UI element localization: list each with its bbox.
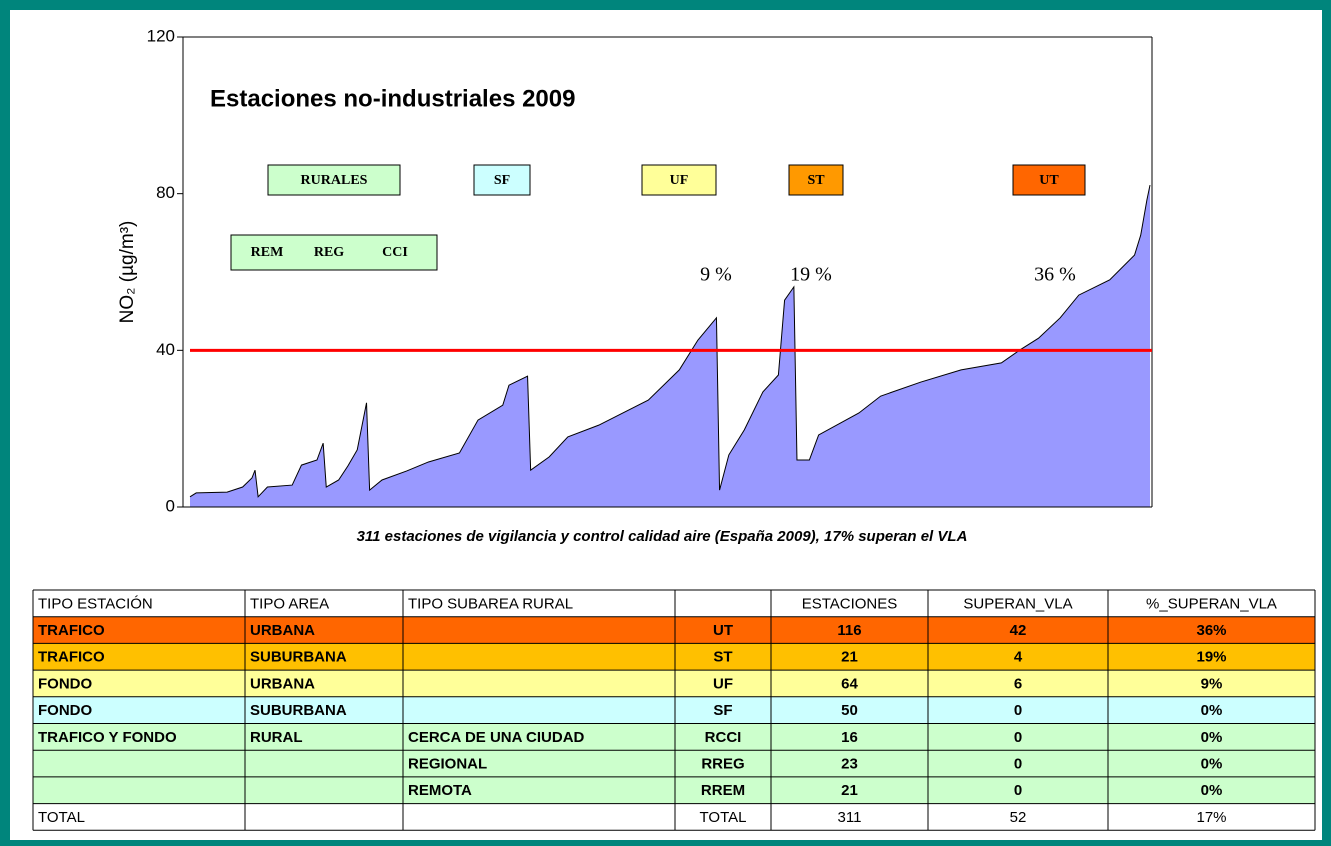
table-cell: TOTAL bbox=[700, 809, 747, 826]
area-outline bbox=[189, 184, 1151, 498]
table-row-bg bbox=[33, 776, 1315, 804]
table-cell: TIPO SUBAREA RURAL bbox=[408, 595, 573, 612]
table-row-bg bbox=[33, 670, 1315, 697]
table-cell: 50 bbox=[841, 702, 858, 719]
legend-label: REG bbox=[314, 245, 344, 260]
table-cell: REGIONAL bbox=[408, 756, 487, 773]
table-row-bg bbox=[33, 723, 1315, 751]
table-cell: ESTACIONES bbox=[802, 595, 898, 612]
y-axis-label: NO₂ (µg/m³) bbox=[117, 221, 138, 324]
legend-box bbox=[788, 164, 844, 196]
y-tick-label: 80 bbox=[156, 183, 175, 202]
table-cell: 6 bbox=[1014, 675, 1022, 692]
table-cell: URBANA bbox=[250, 622, 315, 639]
table-cell: RCCI bbox=[705, 729, 742, 746]
table-cell: SUBURBANA bbox=[250, 702, 347, 719]
table-cell: 36% bbox=[1196, 622, 1226, 639]
legend-label: SF bbox=[494, 173, 510, 188]
table-cell: 64 bbox=[841, 675, 858, 692]
area bbox=[190, 185, 1150, 508]
table-cell: 9% bbox=[1201, 675, 1223, 692]
legend-label: UF bbox=[670, 173, 689, 188]
table-cell: UT bbox=[713, 622, 733, 639]
table-cell: 0 bbox=[1014, 702, 1022, 719]
table-cell: 21 bbox=[841, 649, 858, 666]
table-cell: 116 bbox=[837, 622, 861, 639]
legend-label: RURALES bbox=[301, 173, 368, 188]
table-cell: 311 bbox=[838, 809, 862, 826]
table-cell: SUBURBANA bbox=[250, 649, 347, 666]
table-cell: 19% bbox=[1196, 649, 1226, 666]
table-cell: URBANA bbox=[250, 675, 315, 692]
legend-box bbox=[267, 164, 401, 196]
y-tick-label: 40 bbox=[156, 340, 175, 359]
y-tick-label: 120 bbox=[147, 26, 175, 45]
table-cell: 42 bbox=[1010, 622, 1027, 639]
table-cell: 0% bbox=[1201, 702, 1223, 719]
table-cell: 0% bbox=[1201, 729, 1223, 746]
y-tick-label: 0 bbox=[166, 496, 175, 515]
table-cell: FONDO bbox=[38, 702, 92, 719]
table-cell: SUPERAN_VLA bbox=[963, 595, 1072, 612]
table-cell: RREM bbox=[701, 782, 745, 799]
table-cell: %_SUPERAN_VLA bbox=[1146, 595, 1277, 612]
table-cell: TOTAL bbox=[38, 809, 85, 826]
table-cell: 0% bbox=[1201, 756, 1223, 773]
table-header-bg bbox=[33, 590, 1315, 617]
table-cell: 52 bbox=[1010, 809, 1027, 826]
table-cell: CERCA DE UNA CIUDAD bbox=[408, 729, 585, 746]
annotation: 9 % bbox=[700, 264, 732, 286]
table-cell: ST bbox=[713, 649, 732, 666]
table-cell: FONDO bbox=[38, 675, 92, 692]
table-cell: 0 bbox=[1014, 729, 1022, 746]
table-cell: RREG bbox=[701, 756, 744, 773]
table-cell: 21 bbox=[841, 782, 858, 799]
table: TIPO ESTACIÓN TIPO AREA TIPO SUBAREA RURAL… bbox=[32, 589, 1316, 831]
legend-box bbox=[1012, 164, 1086, 196]
table-cell: 0% bbox=[1201, 782, 1223, 799]
table-cell: TRAFICO Y FONDO bbox=[38, 729, 177, 746]
table-cell: TRAFICO bbox=[38, 622, 105, 639]
table-cell: TIPO ESTACIÓN bbox=[38, 595, 153, 612]
table-cell: 4 bbox=[1014, 649, 1023, 666]
table-row-bg bbox=[33, 696, 1315, 724]
table-row-bg bbox=[33, 750, 1315, 777]
chart-title: Estaciones no-industriales 2009 bbox=[210, 85, 575, 112]
table-cell: RURAL bbox=[250, 729, 303, 746]
table-row-bg bbox=[33, 803, 1315, 831]
table-cell: SF bbox=[713, 702, 732, 719]
annotation: 36 % bbox=[1034, 264, 1076, 286]
legend-label: UT bbox=[1039, 173, 1059, 188]
table-row-bg bbox=[33, 616, 1315, 644]
table-cell: 16 bbox=[841, 729, 858, 746]
legend-label: ST bbox=[807, 173, 825, 188]
table-cell: UF bbox=[713, 675, 733, 692]
caption: 311 estaciones de vigilancia y control c… bbox=[357, 528, 968, 545]
table-cell: 0 bbox=[1014, 756, 1022, 773]
plot: 0 40 80 120 bbox=[147, 26, 1153, 515]
table-cell: TRAFICO bbox=[38, 649, 105, 666]
legend-label: CCI bbox=[382, 245, 408, 260]
legend-box bbox=[230, 234, 438, 271]
table-cell: 0 bbox=[1014, 782, 1022, 799]
table-row-bg bbox=[33, 643, 1315, 671]
table-cell: TIPO AREA bbox=[250, 595, 329, 612]
legend-box bbox=[473, 164, 531, 196]
table-cell: 23 bbox=[841, 756, 858, 773]
legend-box bbox=[641, 164, 717, 196]
annotation: 19 % bbox=[790, 264, 832, 286]
legend-label: REM bbox=[251, 245, 284, 260]
table-cell: REMOTA bbox=[408, 782, 472, 799]
table-cell: 17% bbox=[1196, 809, 1226, 826]
